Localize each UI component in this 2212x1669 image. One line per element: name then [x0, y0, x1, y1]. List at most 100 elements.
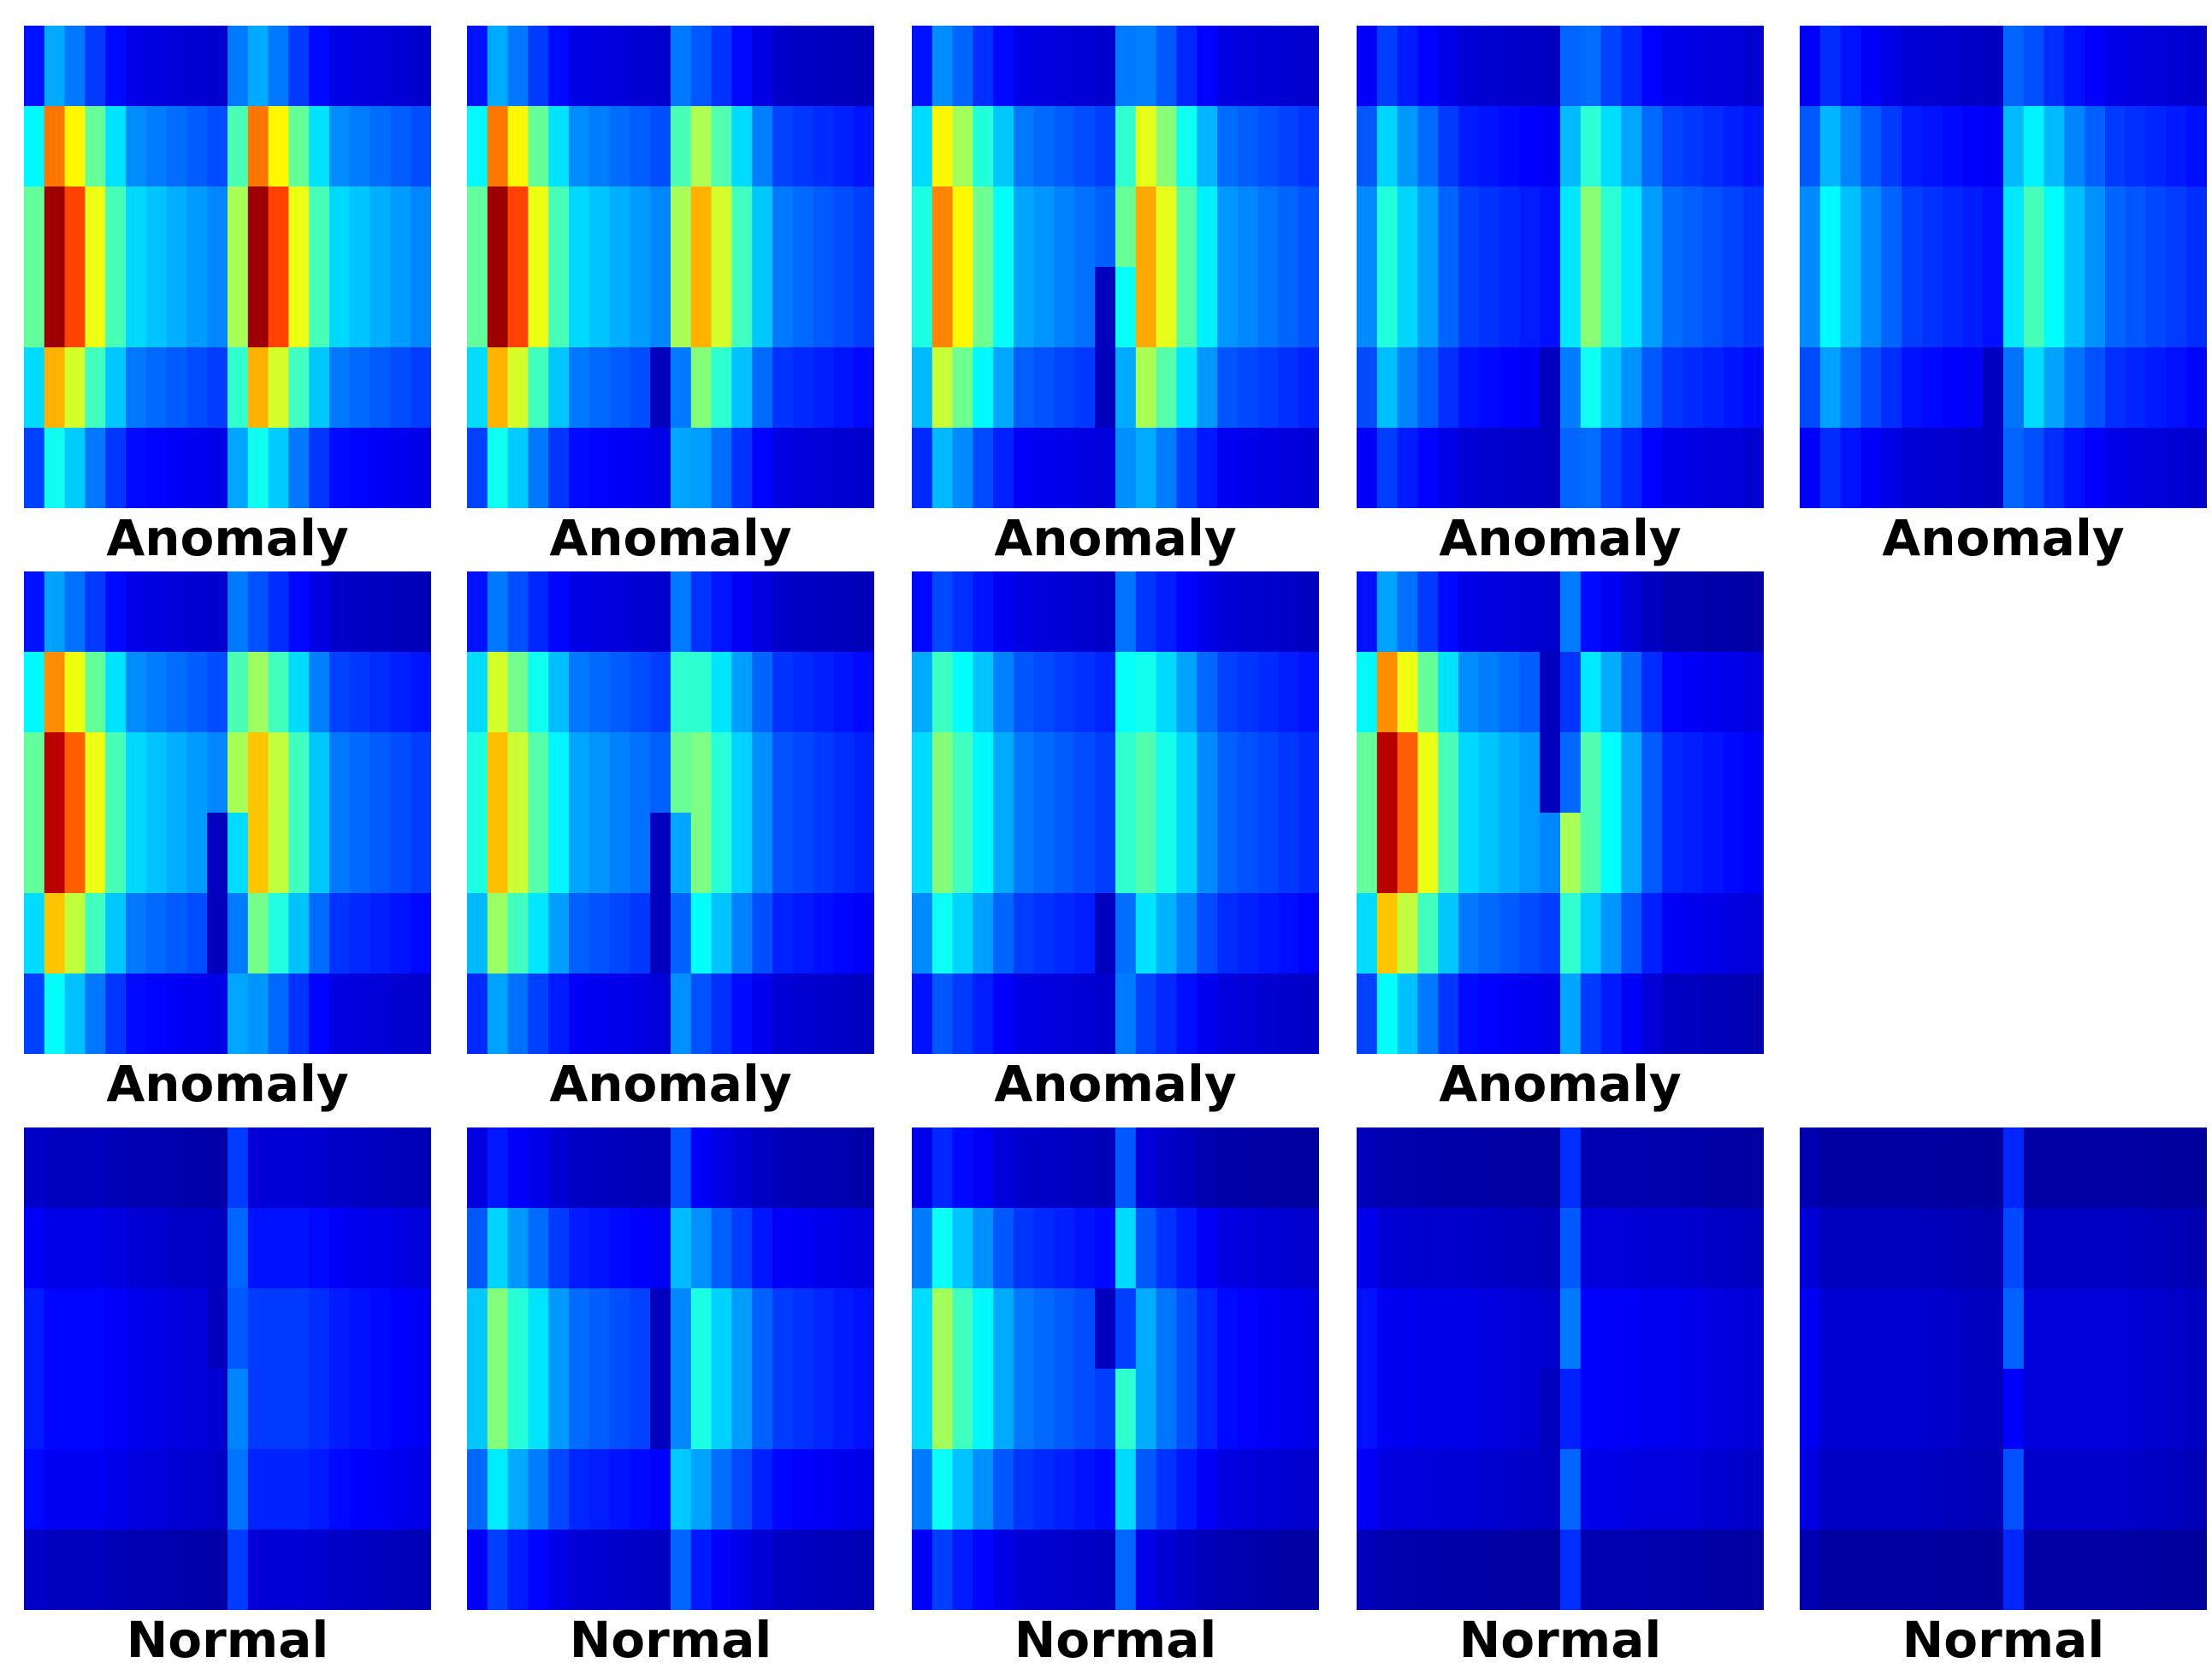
- heatmap-cell: [2125, 428, 2147, 508]
- heatmap-cell: [1641, 893, 1663, 974]
- heatmap-cell: [528, 1208, 549, 1289]
- heatmap-cell: [1662, 893, 1683, 974]
- heatmap-cell: [2043, 1288, 2065, 1370]
- heatmap-cell: [1176, 26, 1198, 107]
- heatmap-cell: [1881, 1369, 1902, 1450]
- heatmap-cell: [650, 893, 671, 974]
- heatmap-cell: [731, 652, 753, 733]
- heatmap-cell: [952, 1288, 973, 1370]
- heatmap-cell: [1357, 26, 1378, 107]
- heatmap-cell: [1278, 1530, 1299, 1610]
- heatmap-cell: [833, 186, 855, 268]
- heatmap-cell: [548, 1208, 570, 1289]
- heatmap-cell: [1458, 1369, 1480, 1450]
- heatmap-cell: [1962, 428, 1984, 508]
- heatmap-cell: [1014, 186, 1035, 268]
- heatmap-cell: [1662, 974, 1683, 1054]
- heatmap-cell: [1357, 1208, 1378, 1289]
- heatmap-cell: [288, 652, 310, 733]
- heatmap-cell: [105, 106, 127, 187]
- heatmap-cell: [1156, 893, 1177, 974]
- heatmap-cell: [467, 428, 488, 508]
- heatmap-cell: [1237, 26, 1259, 107]
- heatmap-cell: [1176, 106, 1198, 187]
- heatmap-cell: [487, 1288, 509, 1370]
- heatmap-cell: [1942, 106, 1963, 187]
- heatmap-cell: [2105, 1208, 2126, 1289]
- heatmap-cell: [1723, 1208, 1744, 1289]
- heatmap-cell: [1438, 428, 1459, 508]
- heatmap-cell: [854, 26, 874, 107]
- heatmap-cell: [1257, 26, 1279, 107]
- heatmap-cell: [588, 893, 611, 974]
- heatmap-cell: [228, 267, 249, 348]
- heatmap-cell: [1478, 571, 1500, 653]
- heatmap-cell: [932, 732, 954, 814]
- heatmap-cell: [1662, 186, 1683, 268]
- heatmap-cell: [1278, 732, 1299, 814]
- heatmap-cell: [650, 106, 671, 187]
- heatmap-cell: [105, 1208, 127, 1289]
- heatmap-cell: [1519, 813, 1541, 894]
- heatmap-cell: [1819, 186, 1842, 268]
- heatmap-cell: [1540, 267, 1561, 348]
- heatmap-cell: [1357, 1127, 1378, 1209]
- heatmap-cell: [993, 1208, 1014, 1289]
- heatmap-cell: [1621, 1288, 1642, 1370]
- heatmap-cell: [1560, 26, 1582, 107]
- heatmap-cell: [24, 1530, 45, 1610]
- heatmap-cell: [329, 1449, 351, 1530]
- heatmap-cell: [268, 1449, 289, 1530]
- heatmap-cell: [630, 26, 651, 107]
- heatmap-cell: [145, 26, 168, 107]
- heatmap-cell: [390, 732, 411, 814]
- heatmap-cell: [609, 428, 630, 508]
- heatmap-cell: [1662, 1530, 1683, 1610]
- heatmap-cell: [1723, 26, 1744, 107]
- heatmap-cell: [833, 813, 855, 894]
- heatmap-cell: [833, 732, 855, 814]
- heatmap-cell: [2085, 1449, 2106, 1530]
- heatmap-cell: [24, 1208, 45, 1289]
- heatmap-cell: [1357, 1449, 1378, 1530]
- heatmap-cell: [2166, 1369, 2187, 1450]
- heatmap-panel-5: Anomaly: [1800, 26, 2207, 566]
- heatmap-cell: [1702, 974, 1724, 1054]
- heatmap-cell: [912, 1369, 933, 1450]
- heatmap-cell: [1560, 1288, 1582, 1370]
- heatmap-cell: [1054, 813, 1075, 894]
- heatmap-cell: [309, 26, 330, 107]
- heatmap-cell: [1519, 1288, 1541, 1370]
- heatmap-cell: [1682, 1127, 1704, 1209]
- heatmap-cell: [833, 1127, 855, 1209]
- heatmap-cell: [752, 732, 773, 814]
- heatmap-cell: [309, 974, 330, 1054]
- heatmap-cell: [1417, 1449, 1439, 1530]
- heatmap-cell: [2003, 347, 2025, 429]
- heatmap-cell: [268, 813, 289, 894]
- heatmap-cell: [854, 652, 874, 733]
- heatmap-cell: [1438, 26, 1459, 107]
- heatmap-cell: [2166, 1127, 2187, 1209]
- heatmap-cell: [1095, 428, 1116, 508]
- heatmap-cell: [1397, 1127, 1418, 1209]
- heatmap-1: [24, 26, 431, 508]
- heatmap-cell: [186, 1449, 208, 1530]
- heatmap-cell: [85, 732, 106, 814]
- heatmap-cell: [752, 571, 773, 653]
- heatmap-cell: [1519, 1449, 1541, 1530]
- heatmap-cell: [370, 26, 391, 107]
- heatmap-cell: [1397, 1208, 1418, 1289]
- heatmap-cell: [1540, 26, 1561, 107]
- heatmap-cell: [952, 106, 973, 187]
- heatmap-cell: [772, 893, 794, 974]
- heatmap-cell: [1600, 1208, 1622, 1289]
- heatmap-cell: [1560, 974, 1582, 1054]
- heatmap-cell: [1621, 732, 1642, 814]
- heatmap-cell: [650, 1208, 671, 1289]
- heatmap-cell: [1723, 1530, 1744, 1610]
- heatmap-cell: [1135, 186, 1157, 268]
- heatmap-cell: [630, 1449, 651, 1530]
- heatmap-cell: [731, 347, 753, 429]
- heatmap-cell: [1641, 1208, 1663, 1289]
